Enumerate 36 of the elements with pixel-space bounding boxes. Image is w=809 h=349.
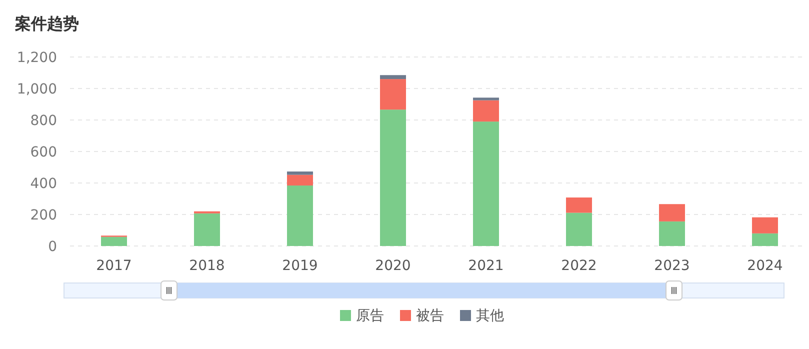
y-tick-label: 600 [30,144,57,160]
bar [473,100,499,122]
bar [287,186,313,246]
y-tick-label: 200 [30,208,57,224]
bar [566,197,592,213]
bar [659,221,685,246]
y-tick-label: 400 [30,176,57,192]
legend-label: 被告 [416,308,444,324]
x-tick-label: 2023 [654,258,690,274]
bar [287,172,313,175]
legend-label: 原告 [356,308,384,324]
x-tick-label: 2017 [96,258,132,274]
bar [101,236,127,246]
bar [566,212,592,246]
y-tick-label: 0 [48,239,57,255]
chart-title: 案件趋势 [14,14,79,33]
y-tick-label: 1,200 [16,50,57,66]
x-tick-label: 2024 [747,258,783,274]
x-tick-label: 2020 [375,258,411,274]
x-tick-label: 2022 [561,258,597,274]
legend-label: 其他 [476,308,504,324]
y-tick-label: 1,000 [16,82,57,98]
bar [194,213,220,246]
bar [380,75,406,80]
x-tick-label: 2018 [189,258,225,274]
bar [287,174,313,186]
bar [752,217,778,234]
x-tick-label: 2019 [282,258,318,274]
bar [752,233,778,246]
y-tick-label: 800 [30,113,57,129]
bar [380,110,406,246]
bar [473,98,499,100]
bar [380,79,406,110]
bar [473,122,499,246]
x-tick-label: 2021 [468,258,504,274]
bar [659,204,685,222]
